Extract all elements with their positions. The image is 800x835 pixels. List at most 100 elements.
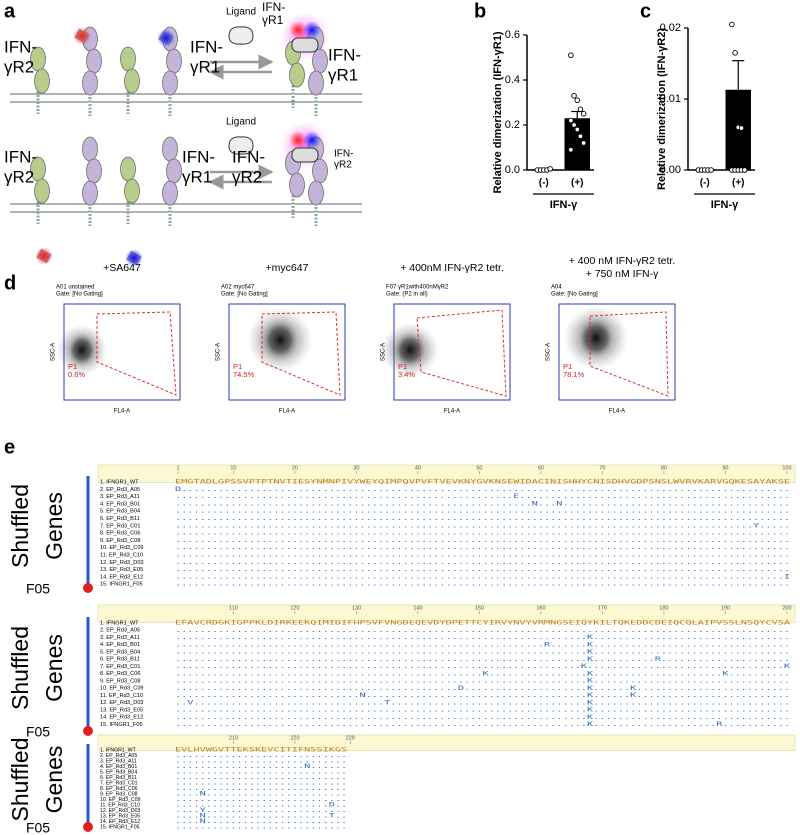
data-point [732,50,738,56]
sequence-name: 13. EP_Rd3_E05 [100,813,140,819]
complex-ligand [291,37,319,53]
side-label: F05 [26,724,50,740]
sequence: ........................................… [175,544,790,551]
sequence: ....N....................... [175,818,347,825]
ligand [228,136,254,155]
sequence-name: 5. EP_Rd3_B04 [100,509,140,515]
ruler-label: 90 [722,465,728,471]
side-label: Shuffled [7,484,33,568]
receptor-label: IFN- [232,147,265,166]
ruler-label: 210 [229,735,238,741]
sequence-name: 6. EP_Rd3_B11 [100,516,140,522]
sequence-name: 2. EP_Rd3_A05 [100,753,137,759]
data-point [568,117,574,124]
complex-ligand [291,147,319,163]
ruler-label: 150 [475,605,484,611]
data-point [577,106,584,112]
sample-name: F07 γR1with400nMγR2 [386,285,449,291]
data-point [729,21,735,28]
receptor-domain [312,48,328,74]
ruler-label: 40 [415,465,421,471]
sequence: ........................................… [175,508,790,515]
fluorophore [303,131,321,149]
x-tick-label: (+) [571,178,584,189]
sequence-name: 10. EP_Rd3_C09 [100,686,144,692]
sequence-name: 4. EP_Rd3_B01 [100,501,140,507]
receptor-label: IFN- [334,149,353,160]
x-axis-label: FL4-A [444,409,460,415]
population-percent: 78.1% [563,370,585,379]
sequence: ....N....................... [175,791,347,798]
panel-label: c [640,0,651,22]
receptor-domain [86,158,102,184]
x-axis-label: IFN-γ [711,199,739,211]
panel-a: a [4,0,16,22]
y-tick-label: 0.2 [505,119,520,131]
ruler-label: 140 [413,605,422,611]
ruler-label: 170 [598,605,607,611]
sequence: .....................N...... [175,763,347,770]
sample-name: A01 unstained [56,285,94,291]
receptor-label: γR1 [328,65,358,84]
receptor-label: IFN- [4,147,37,166]
sample-name: A04 [551,285,562,291]
sequence: ............................ [175,752,347,759]
side-label: Shuffled [7,626,33,710]
plot-title: + 400 nM IFN-γR2 tetr. [569,255,676,267]
sequence-name: 12. EP_Rd3_D03 [100,560,144,566]
x-tick-label: (-) [700,178,710,189]
gate-name: Gate: [No Gating] [221,292,268,298]
y-tick-label: 0.0 [505,164,520,176]
receptor-label: γR2 [4,57,34,76]
fluorophore [289,21,307,39]
sequence: ........................................… [175,678,790,685]
x-axis-label: IFN-γ [550,199,578,211]
data-point [568,146,574,153]
sequence: ........................................… [175,530,790,537]
bar [564,118,590,170]
sequence-name: 11. EP_Rd3_C10 [100,802,140,808]
data-point [708,167,714,173]
plot-title: + 400nM IFN-γR2 tetr. [400,262,504,274]
population: P1 [563,362,572,371]
receptor-domain [124,68,140,94]
sequence: ........................................… [175,573,791,580]
ruler-label: 229 [346,735,355,741]
sequence-name: 10. EP_Rd3_C09 [100,797,140,803]
sequence: ........................................… [175,566,790,573]
fluorophore [35,247,53,265]
side-marker [83,726,93,736]
sequence-name: 10. EP_Rd3_C09 [100,545,144,551]
sequence: ........................................… [175,714,790,721]
y-tick-label: 0.02 [660,22,681,34]
panel-label: b [474,0,486,22]
sequence: ............................ [175,796,347,803]
population-percent: 0.6% [68,370,85,379]
sequence: ..V...............................T.....… [175,699,790,706]
ruler-label: 20 [292,465,298,471]
fluorophore [157,29,175,47]
receptor-domain [162,70,178,96]
sequence: ........................................… [175,634,790,641]
sequence: ............................ [175,785,347,792]
gate [96,311,177,396]
ruler-label: 1 [177,465,180,471]
sequence: D.......................................… [175,486,790,493]
sequence: EVLHVWGVTTEKSKEVCITIFNSSIKGS [175,747,348,754]
ruler-label: 100 [782,465,791,471]
sequence-name: 3. EP_Rd3_A11 [100,494,140,500]
ruler-label: 110 [229,605,238,611]
y-tick-label: 0.01 [660,93,681,105]
receptor-domain [82,70,98,96]
sequence-name: 6. EP_Rd3_B11 [100,657,140,663]
sequence: ........................................… [175,707,790,714]
sequence-name: 7. EP_Rd3_C01 [100,664,140,670]
sequence: ........................................… [175,663,791,670]
data-point [577,133,584,139]
y-axis-label: SSC-A [381,343,387,361]
side-label: Shuffled [7,738,33,822]
fluorophore [125,249,143,267]
gate [261,311,341,396]
